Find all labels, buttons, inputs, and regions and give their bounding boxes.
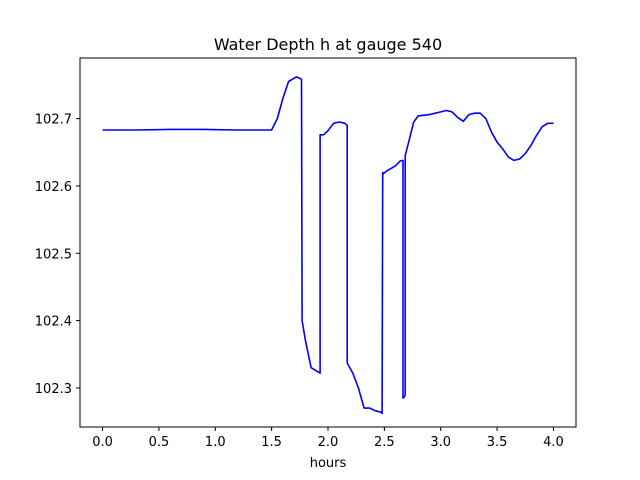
series-layer — [102, 76, 554, 415]
y-tick-label: 102.4 — [35, 315, 72, 330]
x-tick-label: 0.0 — [92, 435, 113, 450]
y-tick-label: 102.3 — [35, 382, 72, 397]
y-tick-label: 102.6 — [35, 180, 72, 195]
x-axis: 0.0 0.5 1.0 1.5 2.0 2.5 3.0 3.5 4.0 — [92, 427, 564, 450]
x-tick-label: 2.0 — [318, 435, 339, 450]
series-line — [102, 76, 554, 415]
x-tick-label: 3.0 — [430, 435, 451, 450]
y-axis: 102.3 102.4 102.5 102.6 102.7 — [35, 113, 80, 397]
x-axis-label: hours — [310, 456, 347, 471]
x-tick-label: 1.0 — [205, 435, 226, 450]
x-tick-label: 3.5 — [487, 435, 508, 450]
x-tick-label: 1.5 — [261, 435, 282, 450]
x-tick-label: 4.0 — [543, 435, 564, 450]
x-tick-label: 2.5 — [374, 435, 395, 450]
plot-frame — [79, 57, 577, 428]
y-tick-label: 102.7 — [35, 113, 72, 128]
x-tick-label: 0.5 — [149, 435, 170, 450]
chart-title: Water Depth h at gauge 540 — [214, 35, 442, 54]
y-tick-label: 102.5 — [35, 247, 72, 262]
